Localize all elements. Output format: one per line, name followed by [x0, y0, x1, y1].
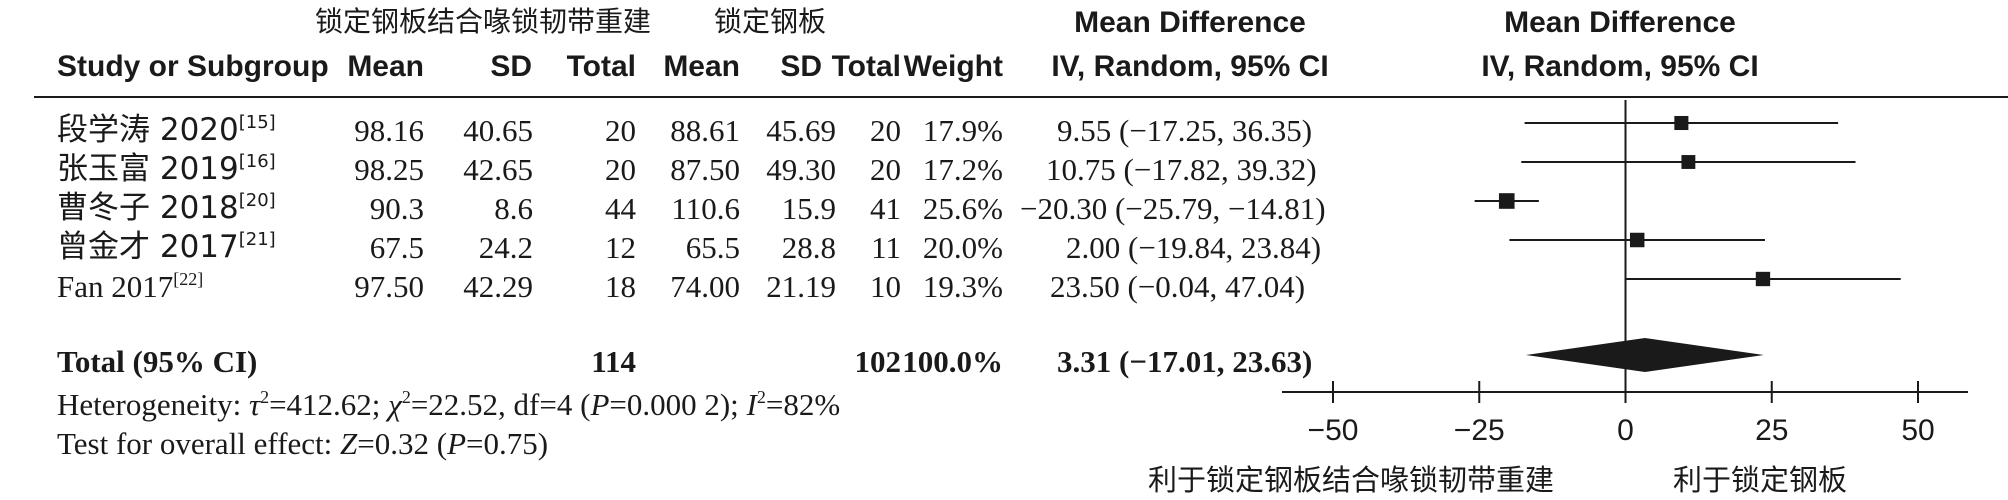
plot-header-method: IV, Random, 95% CI — [1481, 50, 1759, 83]
effect-header-title: Mean Difference — [1074, 6, 1306, 39]
study-name: 曹冬子 2018[20] — [57, 190, 276, 226]
exp-mean: 98.25 — [354, 152, 424, 187]
exp-sd: 42.29 — [463, 269, 533, 304]
pooled-diamond — [1525, 338, 1764, 372]
col-study: Study or Subgroup — [57, 50, 329, 83]
ctl-total: 10 — [870, 269, 901, 304]
effect-square — [1755, 271, 1771, 287]
effect-ci: 23.50 (−0.04, 47.04) — [1050, 269, 1306, 304]
x-tick-label: 25 — [1755, 414, 1788, 447]
exp-mean: 98.16 — [354, 113, 424, 148]
ctl-mean: 74.00 — [670, 269, 740, 304]
effect-square — [1681, 155, 1696, 169]
ctl-sd: 21.19 — [766, 269, 836, 304]
col-ctl-sd: SD — [780, 50, 822, 83]
exp-mean: 90.3 — [369, 191, 424, 226]
weight: 17.9% — [922, 113, 1003, 148]
total-label: Total (95% CI) — [57, 344, 258, 379]
plot-header-title: Mean Difference — [1504, 6, 1736, 39]
study-name: 曾金才 2017[21] — [57, 229, 276, 265]
favours-left-label: 利于锁定钢板结合喙锁韧带重建 — [1148, 463, 1555, 497]
effect-square — [1498, 193, 1515, 209]
ctl-total: 20 — [870, 113, 901, 148]
total-ctl: 102 — [854, 344, 902, 379]
col-exp-sd: SD — [490, 50, 532, 83]
total-ci: 3.31 (−17.01, 23.63) — [1057, 344, 1313, 379]
x-tick-label: −50 — [1308, 414, 1359, 447]
effect-ci: −20.30 (−25.79, −14.81) — [1020, 191, 1326, 226]
exp-sd: 24.2 — [478, 230, 533, 265]
experimental-group-header: 锁定钢板结合喙锁韧带重建 — [315, 5, 652, 38]
ctl-sd: 45.69 — [766, 113, 836, 148]
ctl-mean: 87.50 — [670, 152, 740, 187]
study-name: 段学涛 2020[15] — [57, 112, 276, 148]
weight: 17.2% — [922, 152, 1003, 187]
effect-ci: 10.75 (−17.82, 39.32) — [1046, 152, 1317, 187]
heterogeneity-text: Heterogeneity: τ2=412.62; χ2=22.52, df=4… — [57, 387, 841, 422]
total-weight: 100.0% — [902, 344, 1003, 379]
ctl-total: 41 — [870, 191, 901, 226]
col-ctl-total: Total — [831, 50, 901, 83]
ctl-mean: 65.5 — [685, 230, 740, 265]
exp-total: 20 — [605, 152, 636, 187]
effect-header-method: IV, Random, 95% CI — [1051, 50, 1329, 83]
effect-ci: 9.55 (−17.25, 36.35) — [1057, 113, 1313, 148]
col-exp-total: Total — [566, 50, 636, 83]
exp-mean: 67.5 — [369, 230, 424, 265]
total-exp: 114 — [591, 344, 636, 379]
x-tick-label: 50 — [1901, 414, 1934, 447]
effect-square — [1674, 115, 1689, 131]
exp-total: 44 — [605, 191, 636, 226]
exp-mean: 97.50 — [354, 269, 424, 304]
study-name: 张玉富 2019[16] — [57, 151, 276, 187]
weight: 20.0% — [922, 230, 1003, 265]
x-tick-label: −25 — [1454, 414, 1505, 447]
ctl-total: 11 — [871, 230, 901, 265]
header-divider — [34, 96, 2008, 98]
ctl-sd: 49.30 — [766, 152, 836, 187]
exp-sd: 8.6 — [494, 191, 533, 226]
effect-square — [1629, 232, 1645, 248]
exp-total: 12 — [605, 230, 636, 265]
exp-total: 20 — [605, 113, 636, 148]
control-group-header: 锁定钢板 — [714, 5, 827, 38]
favours-right-label: 利于锁定钢板 — [1673, 463, 1848, 497]
study-name: Fan 2017[22] — [57, 269, 204, 304]
col-weight: Weight — [903, 50, 1003, 83]
col-exp-mean: Mean — [347, 50, 424, 83]
exp-sd: 40.65 — [463, 113, 533, 148]
weight: 19.3% — [922, 269, 1003, 304]
exp-sd: 42.65 — [463, 152, 533, 187]
x-tick-label: 0 — [1617, 414, 1634, 447]
ctl-sd: 15.9 — [781, 191, 836, 226]
ctl-mean: 88.61 — [670, 113, 740, 148]
exp-total: 18 — [605, 269, 636, 304]
weight: 25.6% — [922, 191, 1003, 226]
ctl-total: 20 — [870, 152, 901, 187]
ctl-sd: 28.8 — [781, 230, 836, 265]
effect-ci: 2.00 (−19.84, 23.84) — [1066, 230, 1322, 265]
ctl-mean: 110.6 — [671, 191, 740, 226]
col-ctl-mean: Mean — [663, 50, 740, 83]
overall-effect-text: Test for overall effect: Z=0.32 (P=0.75) — [57, 426, 549, 461]
